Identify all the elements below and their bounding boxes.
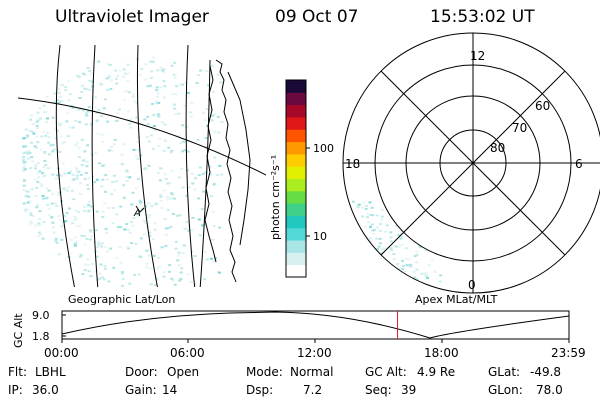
orbit-yaxis-label: GC Alt bbox=[12, 313, 25, 348]
colorbar-tick-label: 10 bbox=[313, 230, 327, 243]
status-label: Door: bbox=[125, 365, 158, 379]
orbit-title-right: Apex MLat/MLT bbox=[415, 293, 498, 306]
observation-time: 15:53:02 UT bbox=[430, 7, 535, 27]
coastline bbox=[215, 59, 237, 283]
coastline bbox=[135, 205, 145, 213]
mlt-label-left: 18 bbox=[345, 157, 360, 171]
colorbar bbox=[285, 79, 310, 278]
colorbar-swatch bbox=[286, 215, 306, 229]
colorbar-swatch bbox=[286, 166, 306, 179]
meridian-line bbox=[55, 45, 75, 287]
meridian-line bbox=[185, 45, 196, 287]
status-label: GLon: bbox=[488, 383, 523, 397]
orbit-x-tick-label: 23:59 bbox=[551, 346, 586, 360]
status-value: 4.9 Re bbox=[417, 365, 456, 379]
orbit-x-tick-label: 00:00 bbox=[44, 346, 79, 360]
mlat-label: 70 bbox=[512, 121, 527, 135]
status-value: LBHL bbox=[35, 365, 66, 379]
colorbar-swatch bbox=[286, 203, 306, 216]
colorbar-swatch bbox=[286, 252, 306, 266]
latitude-line bbox=[18, 97, 266, 176]
orbit-x-tick-label: 06:00 bbox=[170, 346, 205, 360]
orbit-y-tick-label: 9.0 bbox=[32, 309, 50, 322]
orbit-plot-frame bbox=[61, 310, 570, 340]
status-value: 7.2 bbox=[303, 383, 323, 397]
geographic-map bbox=[18, 45, 266, 287]
altitude-curve bbox=[61, 311, 570, 339]
meridian-line bbox=[136, 45, 158, 287]
orbit-y-tick-label: 1.8 bbox=[32, 330, 50, 343]
colorbar-swatch bbox=[286, 240, 306, 253]
status-label: Flt: bbox=[8, 365, 27, 379]
colorbar-swatch bbox=[286, 104, 306, 118]
earth-limb bbox=[18, 45, 80, 130]
colorbar-swatch bbox=[286, 80, 306, 93]
colorbar-swatch bbox=[286, 92, 306, 106]
colorbar-swatches bbox=[286, 80, 306, 278]
status-value: 36.0 bbox=[32, 383, 59, 397]
instrument-title: Ultraviolet Imager bbox=[55, 7, 209, 27]
mlt-label-bottom: 0 bbox=[468, 278, 476, 292]
polar-diagonal bbox=[380, 70, 566, 256]
coastline bbox=[227, 71, 251, 246]
coastline bbox=[204, 65, 217, 263]
meridian-line bbox=[91, 45, 99, 287]
observation-date: 09 Oct 07 bbox=[275, 7, 359, 27]
colorbar-swatch bbox=[286, 178, 306, 192]
status-value: Normal bbox=[290, 365, 334, 379]
aurora-emission-geo bbox=[22, 56, 224, 287]
mlt-label-right: 6 bbox=[575, 157, 583, 171]
status-value: 39 bbox=[401, 383, 417, 397]
mlat-label: 60 bbox=[535, 99, 550, 113]
mlt-label-top: 12 bbox=[470, 49, 485, 63]
mlat-label: 80 bbox=[490, 141, 505, 155]
status-label: Mode: bbox=[246, 365, 283, 379]
status-label: GC Alt: bbox=[365, 365, 407, 379]
status-value: -49.8 bbox=[530, 365, 562, 379]
orbit-x-tick-label: 18:00 bbox=[424, 346, 459, 360]
orbit-x-tick-label: 12:00 bbox=[297, 346, 332, 360]
status-label: Gain: bbox=[125, 383, 157, 397]
polar-plot bbox=[342, 32, 600, 294]
status-label: GLat: bbox=[488, 365, 521, 379]
status-label: IP: bbox=[8, 383, 23, 397]
colorbar-tick-label: 100 bbox=[313, 142, 334, 155]
geo-marker: A bbox=[133, 208, 141, 219]
colorbar-swatch bbox=[286, 129, 306, 143]
status-value: Open bbox=[167, 365, 200, 379]
colorbar-swatch bbox=[286, 227, 306, 241]
status-label: Dsp: bbox=[246, 383, 274, 397]
colorbar-swatch bbox=[286, 190, 306, 204]
status-value: 14 bbox=[162, 383, 178, 397]
status-label: Seq: bbox=[365, 383, 392, 397]
colorbar-swatch bbox=[286, 264, 306, 278]
orbit-title-left: Geographic Lat/Lon bbox=[68, 293, 176, 306]
colorbar-swatch bbox=[286, 153, 306, 167]
status-value: 78.0 bbox=[536, 383, 563, 397]
orbit-panel bbox=[61, 310, 570, 343]
meridian-line bbox=[199, 59, 211, 287]
colorbar-swatch bbox=[286, 141, 306, 155]
colorbar-unit-label: photon cm⁻²s⁻¹ bbox=[269, 155, 282, 240]
colorbar-frame bbox=[285, 79, 307, 278]
meridian-lines bbox=[55, 45, 211, 287]
colorbar-swatch bbox=[286, 116, 306, 130]
